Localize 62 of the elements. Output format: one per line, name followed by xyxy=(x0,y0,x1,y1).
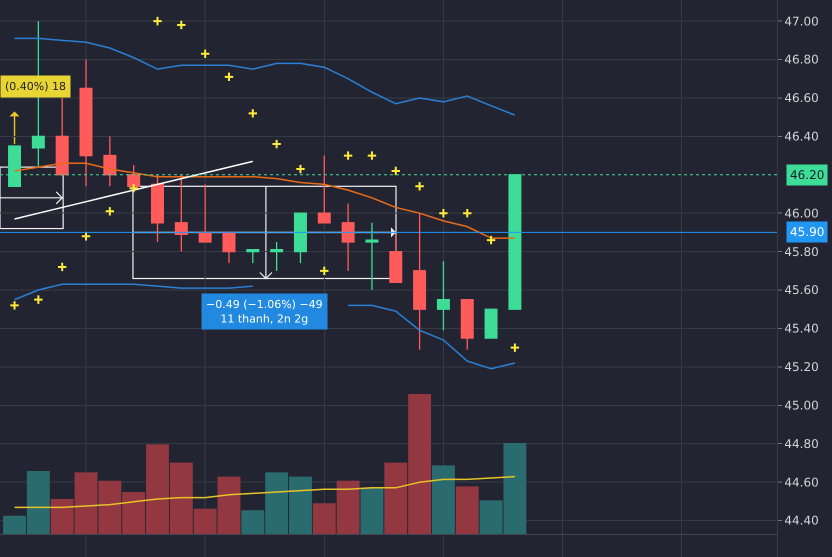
point xyxy=(319,266,330,276)
line-series xyxy=(14,162,516,239)
y-tick-label: 46.60 xyxy=(784,91,819,106)
point xyxy=(510,342,520,353)
point xyxy=(462,208,472,218)
point xyxy=(33,294,44,305)
y-tick-label: 46.40 xyxy=(784,130,819,144)
candlestick xyxy=(80,58,92,187)
candlestick xyxy=(413,212,426,350)
point xyxy=(414,181,425,192)
ref-line-label: 45.90 xyxy=(790,225,824,239)
candlestick xyxy=(222,232,236,264)
ref-line-label: 46.20 xyxy=(790,168,824,182)
point xyxy=(104,206,116,216)
line-series xyxy=(14,160,254,220)
candlestick xyxy=(151,174,164,243)
point xyxy=(366,150,378,161)
candlestick xyxy=(270,241,284,272)
candlestick xyxy=(56,97,69,176)
bar xyxy=(360,488,384,534)
candlestick xyxy=(294,212,307,264)
candlestick xyxy=(389,234,402,283)
y-tick-label: 46.80 xyxy=(784,52,819,67)
candlestick xyxy=(174,174,188,252)
y-tick-label: 45.80 xyxy=(784,244,819,259)
point xyxy=(342,150,354,161)
y-tick-label: 47.00 xyxy=(784,14,819,28)
candlestick xyxy=(103,136,116,187)
y-tick-label: 45.60 xyxy=(784,283,819,298)
candlestick xyxy=(318,154,331,224)
point xyxy=(295,164,306,174)
point xyxy=(56,262,68,272)
point xyxy=(176,20,187,30)
y-tick-label: 45.20 xyxy=(784,360,819,374)
y-tick-label: 45.40 xyxy=(784,322,819,336)
candlestick xyxy=(484,308,498,339)
candlestick xyxy=(342,202,355,272)
annotation: −0.49 (−1.06%) −49 11 thanh, 2n 2g xyxy=(206,298,323,326)
point xyxy=(80,231,92,242)
point xyxy=(438,208,449,218)
bar xyxy=(456,486,479,534)
candlestick xyxy=(198,184,212,243)
candlestick xyxy=(436,260,450,332)
annotation: (0.40%) 18 xyxy=(5,80,66,93)
candlestick xyxy=(365,222,378,291)
y-tick-label: 44.60 xyxy=(784,475,819,490)
point xyxy=(248,108,258,119)
point xyxy=(200,48,210,59)
point xyxy=(486,234,496,246)
bar xyxy=(432,465,455,534)
point xyxy=(271,138,282,150)
point xyxy=(128,183,139,194)
candlestick xyxy=(246,249,260,264)
y-tick-label: 45.00 xyxy=(784,398,819,412)
point xyxy=(9,300,20,311)
point xyxy=(390,166,401,176)
point xyxy=(224,72,234,82)
y-tick-label: 46.00 xyxy=(784,206,819,220)
y-tick-label: 44.80 xyxy=(784,436,819,451)
point xyxy=(152,16,163,26)
y-tick-label: 44.40 xyxy=(784,514,819,528)
candlestick xyxy=(460,298,474,350)
